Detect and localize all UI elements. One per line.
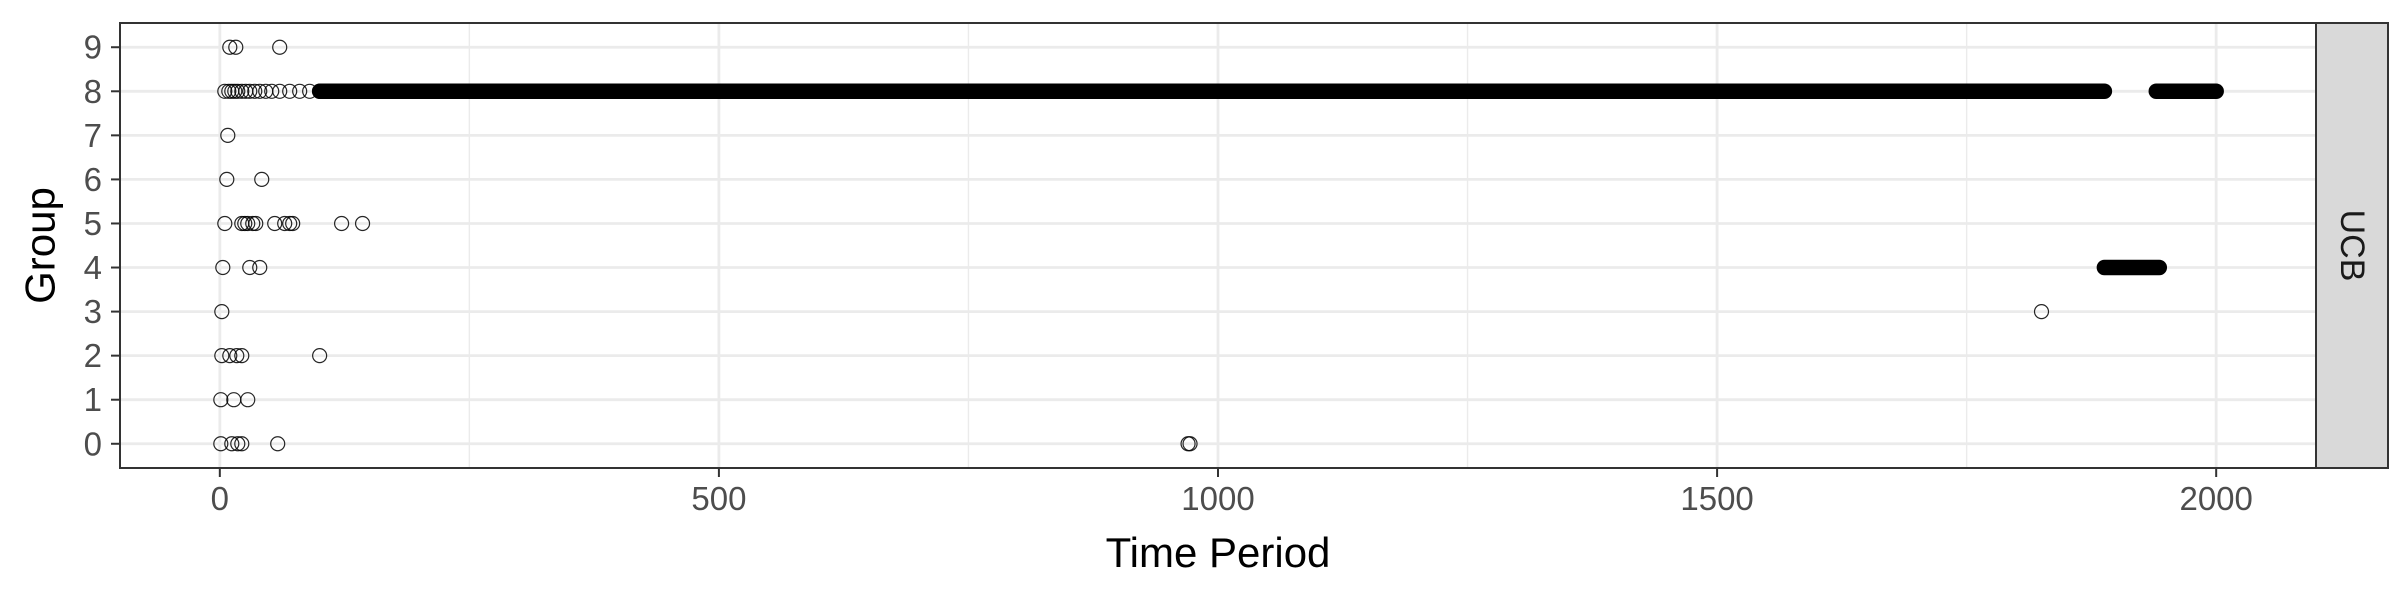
data-point	[240, 215, 256, 232]
data-point	[234, 83, 250, 99]
x-axis-title: Time Period	[1106, 529, 1331, 576]
data-point	[221, 83, 237, 99]
data-point	[214, 348, 230, 364]
y-tick-label: 1	[84, 381, 102, 418]
axes: 0 500 1000 1500 2000 0 1 2 3 4 5 6 7 8 9	[84, 29, 2253, 517]
facet-strip-label: UCB	[2333, 210, 2371, 282]
data-point	[229, 348, 245, 364]
data-point	[248, 215, 264, 232]
data-point	[354, 215, 371, 232]
y-tick-label: 6	[84, 161, 102, 198]
data-point	[234, 348, 250, 364]
y-tick-label: 2	[84, 337, 102, 374]
y-axis-title: Group	[17, 187, 64, 304]
data-point	[217, 83, 233, 99]
data-point	[282, 83, 298, 99]
y-tick-label: 4	[84, 249, 102, 286]
data-point	[312, 83, 328, 99]
data-point	[2033, 303, 2050, 320]
data-point	[333, 215, 350, 232]
data-point	[254, 171, 270, 188]
data-point	[214, 303, 230, 320]
y-tick-label: 9	[84, 29, 102, 66]
data-point	[252, 83, 268, 99]
data-point	[228, 39, 244, 55]
data-point	[213, 392, 229, 408]
data-point	[282, 215, 298, 232]
x-tick-label: 1000	[1181, 480, 1254, 517]
y-tick-label: 3	[84, 293, 102, 330]
data-points	[213, 39, 2224, 452]
data-point	[217, 215, 233, 232]
data-point	[213, 436, 229, 452]
data-point	[292, 83, 308, 99]
data-point	[245, 215, 261, 232]
y-tick-label: 5	[84, 205, 102, 242]
data-point	[270, 436, 286, 452]
data-point	[222, 39, 238, 55]
data-point	[264, 83, 280, 99]
data-point	[234, 436, 250, 452]
data-point	[222, 348, 238, 364]
data-point	[272, 83, 288, 99]
y-tick-label: 7	[84, 117, 102, 154]
data-point	[224, 436, 240, 452]
data-point	[242, 83, 258, 99]
data-point	[240, 392, 256, 408]
facet-strip: UCB	[2315, 22, 2389, 469]
data-point	[237, 215, 253, 232]
y-tick-label: 0	[84, 425, 102, 462]
data-point	[277, 215, 293, 232]
data-point	[285, 215, 301, 232]
data-point	[230, 83, 246, 99]
data-point	[230, 436, 246, 452]
data-point	[220, 127, 236, 143]
data-point	[219, 171, 235, 188]
facet-strip-box	[2315, 22, 2389, 469]
data-point	[227, 83, 243, 99]
data-point	[267, 215, 283, 232]
data-point	[312, 348, 328, 364]
x-tick-label: 0	[211, 480, 229, 517]
x-tick-label: 1500	[1680, 480, 1753, 517]
data-point	[252, 259, 268, 276]
data-point	[272, 39, 288, 55]
data-point	[1182, 436, 1198, 452]
y-tick-label: 8	[84, 73, 102, 110]
data-point	[247, 83, 263, 99]
data-point	[242, 259, 258, 276]
data-point	[302, 83, 318, 99]
x-tick-label: 500	[691, 480, 746, 517]
x-tick-label: 2000	[2179, 480, 2252, 517]
data-point	[215, 259, 231, 276]
